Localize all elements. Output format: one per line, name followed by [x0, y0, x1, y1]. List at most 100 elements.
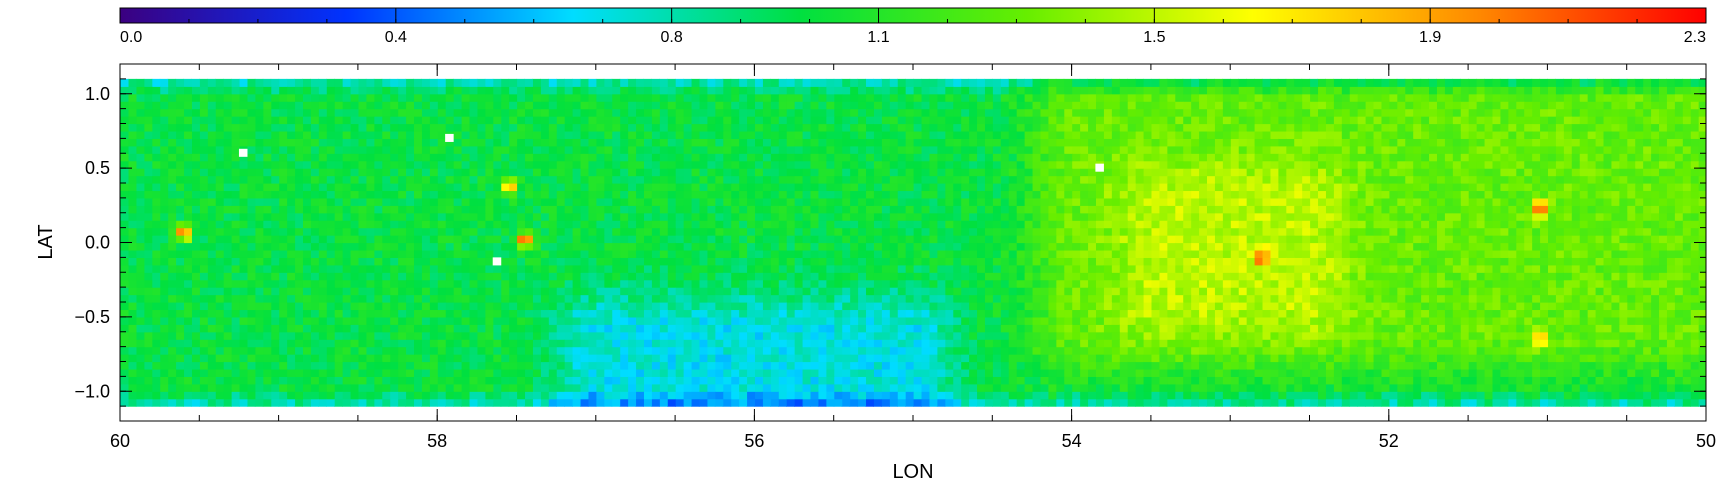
heatmap-cell [1238, 183, 1247, 192]
heatmap-cell [1388, 138, 1398, 147]
heatmap-cell [1571, 368, 1580, 377]
heatmap-cell [1285, 227, 1295, 236]
heatmap-cell [920, 376, 930, 385]
heatmap-cell [1642, 249, 1652, 258]
heatmap-cell [992, 368, 1001, 377]
heatmap-cell [857, 101, 867, 110]
heatmap-cell [1119, 391, 1128, 400]
heatmap-cell [1674, 190, 1683, 199]
heatmap-cell [1365, 175, 1374, 184]
heatmap-cell [1325, 331, 1334, 340]
heatmap-cell [1507, 272, 1517, 281]
heatmap-cell [1269, 249, 1279, 258]
heatmap-cell [1127, 145, 1136, 154]
heatmap-cell [928, 302, 938, 311]
heatmap-cell [905, 116, 914, 125]
heatmap-cell [1460, 138, 1469, 147]
heatmap-cell [1499, 324, 1509, 333]
heatmap-cell [1523, 138, 1533, 147]
heatmap-cell [1008, 391, 1017, 400]
heatmap-cell [1174, 78, 1184, 87]
heatmap-cell [1396, 242, 1406, 251]
heatmap-cell [1483, 249, 1493, 258]
heatmap-cell [1547, 78, 1556, 87]
heatmap-cell [1428, 398, 1437, 407]
heatmap-cell [1214, 287, 1223, 296]
heatmap-cell [1087, 197, 1096, 206]
heatmap-cell [881, 309, 890, 318]
heatmap-cell [1365, 309, 1374, 318]
heatmap-cell [1206, 138, 1215, 147]
heatmap-cell [841, 235, 851, 244]
heatmap-cell [1594, 272, 1604, 281]
heatmap-cell [1301, 272, 1311, 281]
heatmap-cell [1507, 302, 1517, 311]
heatmap-cell [1436, 249, 1445, 258]
heatmap-cell [1452, 249, 1461, 258]
heatmap-cell [1483, 86, 1493, 95]
heatmap-cell [976, 272, 985, 281]
heatmap-cell [1142, 168, 1152, 177]
heatmap-cell [1174, 376, 1184, 385]
heatmap-cell [1047, 160, 1057, 169]
heatmap-cell [1555, 93, 1564, 102]
heatmap-cell [1428, 93, 1437, 102]
heatmap-cell [1380, 331, 1390, 340]
heatmap-cell [1491, 346, 1501, 355]
heatmap-cell [920, 339, 930, 348]
heatmap-cell [1158, 279, 1168, 288]
heatmap-cell [1119, 205, 1128, 214]
heatmap-cell [1634, 398, 1644, 407]
heatmap-cell [984, 309, 993, 318]
heatmap-cell [1610, 302, 1620, 311]
heatmap-cell [1523, 235, 1533, 244]
heatmap-cell [1039, 130, 1049, 139]
heatmap-cell [1285, 302, 1295, 311]
heatmap-cell [841, 302, 851, 311]
heatmap-cell [1388, 123, 1398, 132]
heatmap-cell [873, 391, 882, 400]
heatmap-cell [1246, 346, 1255, 355]
heatmap-cell [1634, 227, 1644, 236]
heatmap-cell [1293, 93, 1303, 102]
heatmap-cell [1618, 190, 1628, 199]
heatmap-cell [1372, 249, 1382, 258]
heatmap-cell [1293, 309, 1303, 318]
heatmap-cell [1008, 331, 1017, 340]
heatmap-cell [849, 249, 859, 258]
heatmap-cell [1111, 302, 1120, 311]
heatmap-cell [1325, 138, 1334, 147]
heatmap-cell [1142, 361, 1152, 370]
heatmap-cell [992, 212, 1001, 221]
heatmap-cell [1539, 175, 1548, 184]
heatmap-cell [1420, 116, 1430, 125]
heatmap-cell [1523, 339, 1533, 348]
heatmap-cell [881, 138, 890, 147]
heatmap-cell [1563, 227, 1572, 236]
heatmap-cell [817, 383, 827, 392]
heatmap-cell [1372, 376, 1382, 385]
heatmap-cell [1246, 398, 1255, 407]
heatmap-cell [1428, 220, 1437, 229]
heatmap-cell [1111, 376, 1120, 385]
heatmap-cell [1127, 168, 1136, 177]
heatmap-cell [1698, 190, 1706, 199]
heatmap-cell [1618, 197, 1628, 206]
heatmap-cell [1563, 175, 1572, 184]
heatmap-cell [1039, 116, 1049, 125]
heatmap-cell [1277, 212, 1287, 221]
heatmap-cell [1333, 264, 1342, 273]
heatmap-cell [1341, 220, 1350, 229]
heatmap-cell [1293, 331, 1303, 340]
heatmap-cell [1372, 153, 1382, 162]
heatmap-cell [1142, 138, 1152, 147]
heatmap-cell [1349, 316, 1358, 325]
heatmap-cell [1158, 190, 1168, 199]
heatmap-cell [881, 324, 890, 333]
heatmap-cell [968, 376, 978, 385]
heatmap-cell [1039, 86, 1049, 95]
heatmap-cell [1539, 368, 1548, 377]
heatmap-cell [833, 361, 843, 370]
heatmap-cell [1222, 205, 1231, 214]
heatmap-cell [928, 123, 938, 132]
